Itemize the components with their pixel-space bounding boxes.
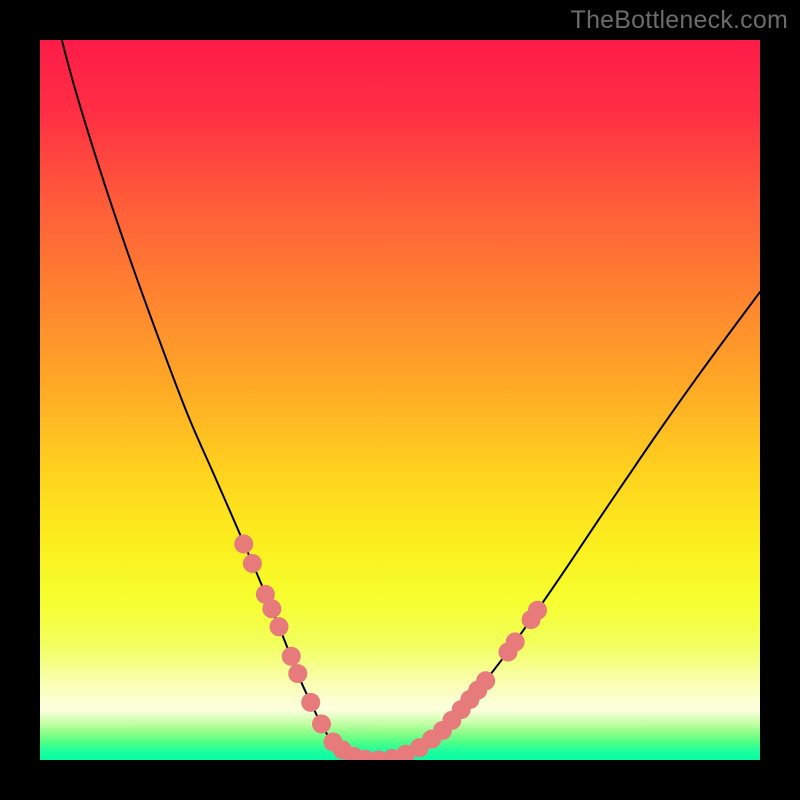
plot-area [40,40,760,760]
gradient-background [40,40,760,760]
watermark-text: TheBottleneck.com [571,6,788,35]
data-marker [262,599,281,618]
data-marker [506,632,525,651]
chart-root: TheBottleneck.com [0,0,800,800]
data-marker [301,693,320,712]
data-marker [243,554,262,573]
plot-svg [40,40,760,760]
data-marker [234,535,253,554]
data-marker [282,647,301,666]
data-marker [312,715,331,734]
data-marker [476,671,495,690]
data-marker [528,601,547,620]
data-marker [270,617,289,636]
data-marker [288,664,307,683]
